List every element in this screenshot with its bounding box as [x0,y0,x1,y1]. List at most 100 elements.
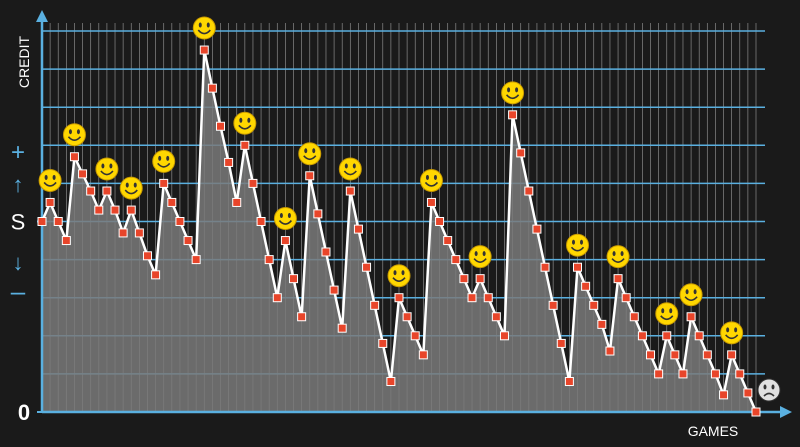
marker [378,338,388,348]
smiley-icon [501,81,525,105]
face [468,245,492,269]
marker [216,121,225,131]
mouth [684,296,698,302]
smiley-icon [655,302,679,326]
marker [142,251,152,261]
face [387,264,411,288]
smiley-icon [95,157,119,181]
eye [304,148,308,154]
marker [394,293,404,303]
mouth [611,258,625,263]
y-tick-label: S [11,210,26,235]
eye [515,87,519,93]
marker [727,350,737,360]
marker [272,293,282,303]
marker [719,390,729,400]
marker [297,312,307,322]
mouth [67,136,82,142]
face [273,207,297,231]
face [679,283,703,307]
marker [224,157,234,167]
eye [287,213,291,219]
y-tick-label: 0 [18,400,30,425]
marker [264,255,274,265]
marker [540,262,550,272]
smiley-icon [152,149,176,173]
eye [158,155,162,161]
eye [474,251,478,257]
marker [337,323,347,333]
face [419,168,443,192]
marker [443,236,453,246]
marker [191,255,201,265]
eye [685,289,689,295]
marker [581,281,591,291]
eye [109,163,113,169]
eye [507,87,511,93]
marker [475,274,485,284]
marker [45,197,55,207]
marker [573,262,582,272]
mouth [197,29,211,35]
marker [548,300,558,310]
face [655,302,679,326]
marker [370,300,380,310]
marker [329,285,339,295]
marker [508,110,518,120]
marker [175,217,185,226]
marker [483,293,493,303]
marker [435,217,445,226]
marker [102,186,112,196]
eye [239,117,243,123]
marker [61,236,71,246]
face [501,81,525,105]
x-axis-label: GAMES [688,423,739,439]
marker [556,338,566,348]
marker [629,312,639,322]
marker [86,186,96,196]
smiley-icon [119,176,143,200]
marker [499,331,509,341]
marker [694,331,704,341]
marker [678,369,688,379]
marker [134,228,144,238]
marker [613,274,623,284]
smiley-icon [679,283,703,307]
marker [69,152,79,162]
smiley-icon [720,321,744,345]
eye [726,327,730,333]
marker [605,346,615,356]
marker [159,178,169,188]
eye [166,155,170,161]
marker [702,350,712,360]
marker [353,224,363,234]
marker [321,247,331,257]
eye [661,308,665,314]
eye [101,163,105,169]
marker [78,169,88,179]
mouth [124,189,138,195]
mouth [763,392,775,397]
smiley-icon [419,168,443,192]
marker [735,369,745,379]
eye [44,174,48,180]
mouth [303,155,317,161]
annotation: ↓ [13,250,24,275]
annotation: + [11,139,25,166]
smiley-icon [298,142,322,166]
eye [68,129,72,135]
marker [597,319,607,329]
marker [524,186,534,196]
marker [686,312,696,322]
eye [312,148,316,154]
face [95,157,119,181]
marker [313,209,323,219]
face [338,157,362,181]
face [757,378,781,402]
marker [53,217,63,226]
face [152,149,176,173]
eye [433,174,437,180]
marker [199,45,209,55]
mouth [157,162,171,168]
